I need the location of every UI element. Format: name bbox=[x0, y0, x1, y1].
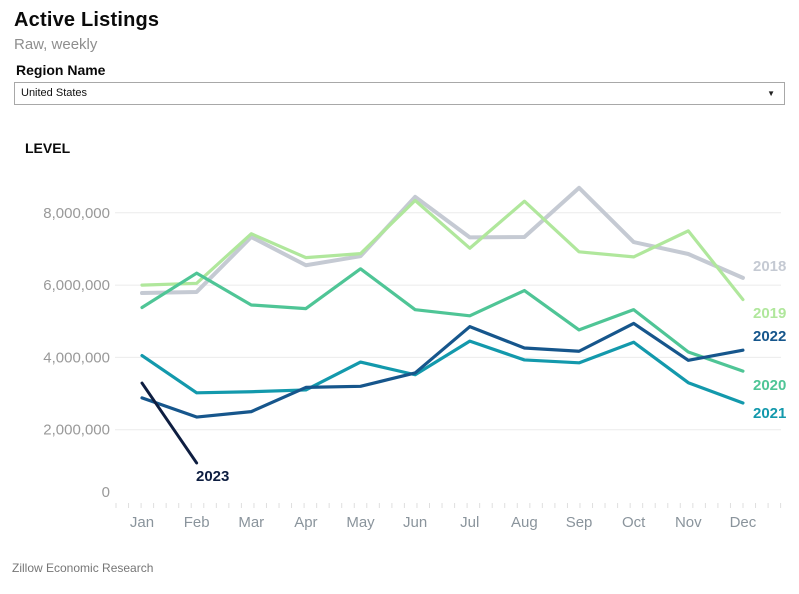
source-credit: Zillow Economic Research bbox=[12, 561, 154, 575]
region-select-value: United States bbox=[21, 87, 88, 99]
series-label-2023: 2023 bbox=[196, 468, 229, 485]
region-select[interactable]: United States ▼ bbox=[14, 82, 785, 105]
series-line-2023[interactable] bbox=[140, 381, 199, 465]
series-label-2018: 2018 bbox=[753, 258, 786, 275]
x-tick-label: Sep bbox=[566, 514, 593, 531]
y-tick-label: 8,000,000 bbox=[43, 205, 110, 222]
series-line-2019[interactable] bbox=[140, 198, 745, 302]
caret-down-icon: ▼ bbox=[767, 89, 775, 98]
x-tick-label: Jun bbox=[403, 514, 427, 531]
series-line-2021[interactable] bbox=[140, 339, 745, 405]
series-label-2022: 2022 bbox=[753, 328, 786, 345]
x-tick-label: Aug bbox=[511, 514, 538, 531]
series-line-2022[interactable] bbox=[140, 321, 745, 419]
page-title: Active Listings bbox=[14, 9, 160, 31]
series-label-2019: 2019 bbox=[753, 305, 786, 322]
x-tick-label: Jan bbox=[130, 514, 154, 531]
x-tick-label: Dec bbox=[730, 514, 757, 531]
series-label-2021: 2021 bbox=[753, 405, 786, 422]
series-label-2020: 2020 bbox=[753, 377, 786, 394]
x-tick-label: Nov bbox=[675, 514, 702, 531]
y-tick-label: 0 bbox=[102, 484, 110, 501]
x-tick-label: Feb bbox=[184, 514, 210, 531]
x-tick-label: Apr bbox=[294, 514, 317, 531]
y-tick-label: 4,000,000 bbox=[43, 349, 110, 366]
region-name-label: Region Name bbox=[16, 62, 106, 78]
x-tick-label: Jul bbox=[460, 514, 479, 531]
series-line-2020[interactable] bbox=[140, 267, 745, 373]
y-tick-label: 2,000,000 bbox=[43, 422, 110, 439]
chart-axis-title: LEVEL bbox=[25, 140, 71, 156]
x-tick-label: Oct bbox=[622, 514, 646, 531]
x-tick-label: May bbox=[346, 514, 375, 531]
x-tick-label: Mar bbox=[238, 514, 264, 531]
page-subtitle: Raw, weekly bbox=[14, 36, 98, 53]
series-line-2018[interactable] bbox=[140, 185, 745, 296]
y-tick-label: 6,000,000 bbox=[43, 277, 110, 294]
